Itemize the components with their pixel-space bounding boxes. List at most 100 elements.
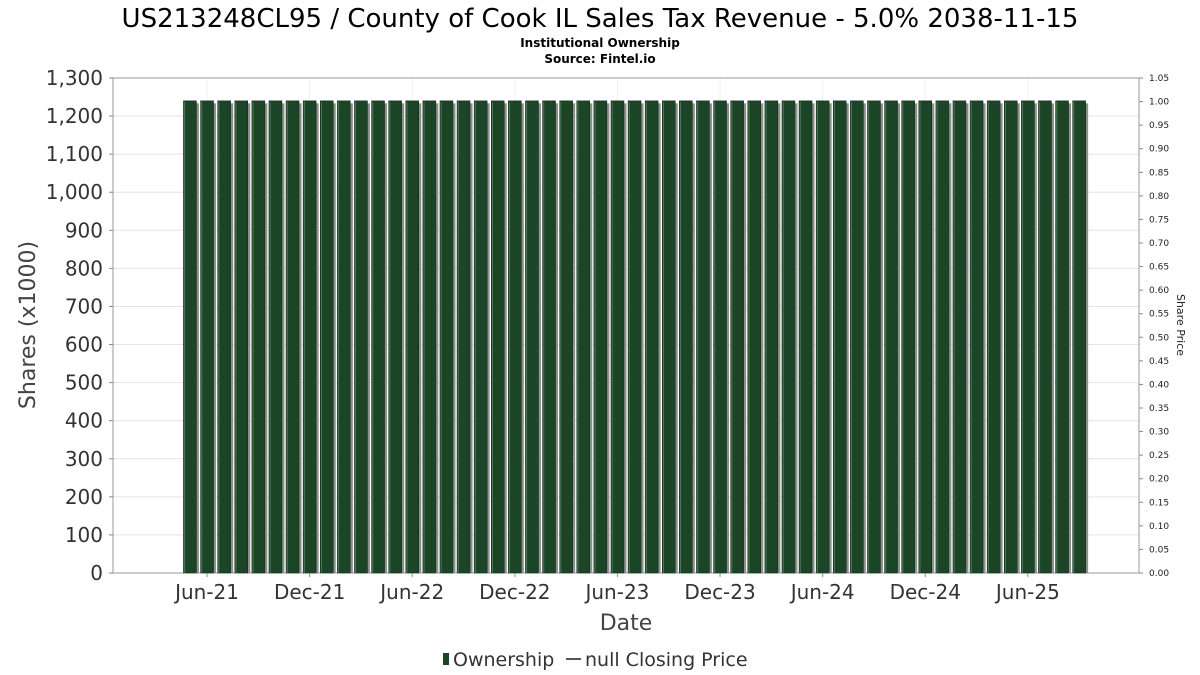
- x-axis-label: Date: [600, 611, 653, 636]
- bar-2021-11: [285, 100, 300, 574]
- bar-2021-08: [234, 100, 248, 574]
- bar-2023-03: [559, 100, 573, 574]
- y-tick-label-13: 1,300: [46, 66, 103, 90]
- y-tick-label-4: 400: [65, 409, 103, 433]
- bar-2023-05: [593, 100, 608, 574]
- y-right-tick-label-7: 0.35: [1149, 404, 1169, 414]
- bar-2024-08: [850, 100, 864, 574]
- bar-2025-02: [952, 100, 967, 574]
- bar-2023-04: [576, 100, 590, 574]
- bar-2025-06: [1021, 100, 1035, 574]
- y-tick-label-8: 800: [65, 256, 103, 280]
- y-right-tick-label-17: 0.85: [1149, 168, 1169, 178]
- bar-2022-09: [456, 100, 471, 574]
- bar-2023-02: [542, 100, 556, 574]
- bar-2022-01: [320, 100, 334, 574]
- x-tick-label-1: Dec-21: [274, 580, 345, 604]
- bar-2025-07: [1038, 100, 1052, 574]
- y-tick-label-5: 500: [65, 371, 103, 395]
- x-tick-label-2: Jun-22: [378, 580, 444, 604]
- bar-2024-01: [730, 100, 744, 574]
- legend: Ownership null Closing Price: [443, 649, 748, 671]
- bar-2024-12: [918, 100, 932, 574]
- y-tick-label-9: 900: [65, 218, 103, 242]
- chart-subtitle-line-2: Source: Fintel.io: [544, 52, 655, 66]
- y-right-tick-label-21: 1.05: [1149, 74, 1169, 84]
- x-tick-label-4: Jun-23: [583, 580, 649, 604]
- x-tick-label-0: Jun-21: [173, 580, 239, 604]
- y-right-tick-label-14: 0.70: [1149, 239, 1169, 249]
- legend-closing-price-label: null Closing Price: [585, 649, 748, 671]
- bar-2023-09: [662, 100, 676, 574]
- bar-2022-04: [371, 100, 385, 574]
- bar-2022-10: [473, 100, 488, 574]
- chart-title: US213248CL95 / County of Cook IL Sales T…: [122, 4, 1079, 34]
- bar-2023-08: [644, 100, 659, 574]
- bar-2021-06: [200, 100, 214, 574]
- y-right-tick-label-16: 0.80: [1149, 192, 1169, 202]
- bar-2025-05: [1004, 100, 1018, 574]
- bar-2023-11: [696, 100, 710, 574]
- y-tick-label-1: 100: [65, 523, 103, 547]
- y-tick-label-6: 600: [65, 333, 103, 357]
- bar-2023-01: [525, 100, 539, 574]
- y-right-tick-label-13: 0.65: [1149, 263, 1169, 273]
- bar-2022-12: [508, 100, 522, 574]
- legend-ownership-label: Ownership: [453, 649, 554, 671]
- y-tick-label-7: 700: [65, 294, 103, 318]
- bar-2022-02: [337, 100, 351, 574]
- bar-2024-05: [798, 100, 813, 574]
- y-tick-label-10: 1,000: [46, 180, 103, 204]
- y-right-tick-label-6: 0.30: [1149, 428, 1169, 438]
- y-tick-label-12: 1,200: [46, 104, 103, 128]
- bar-2022-07: [422, 100, 437, 574]
- y-right-tick-label-20: 1.00: [1149, 98, 1169, 108]
- bar-2024-07: [833, 100, 847, 574]
- bar-2023-06: [610, 100, 625, 574]
- x-tick-label-3: Dec-22: [479, 580, 550, 604]
- bar-2024-02: [747, 100, 761, 574]
- bar-2023-12: [713, 100, 727, 574]
- bar-2024-06: [815, 100, 830, 574]
- x-axis-ticks: Jun-21 Dec-21 Jun-22 Dec-22 Jun-23 Dec-23 Jun-…: [173, 573, 1060, 604]
- bar-2025-09: [1072, 100, 1086, 574]
- bar-2025-01: [935, 100, 950, 574]
- y-right-tick-label-18: 0.90: [1149, 145, 1169, 155]
- y-right-tick-label-10: 0.50: [1149, 333, 1169, 343]
- bar-2024-11: [901, 100, 915, 574]
- x-tick-label-5: Dec-23: [684, 580, 755, 604]
- bar-2025-04: [986, 100, 1001, 574]
- y-axis-label: Shares (x1000): [16, 241, 41, 409]
- y-right-tick-label-8: 0.40: [1149, 380, 1169, 390]
- y-right-tick-label-12: 0.60: [1149, 286, 1169, 296]
- bar-2025-03: [969, 100, 984, 574]
- bar-2021-09: [251, 100, 266, 574]
- y-tick-label-0: 0: [90, 561, 103, 585]
- bar-2021-07: [217, 100, 231, 574]
- y-right-tick-label-11: 0.55: [1149, 310, 1169, 320]
- y-tick-label-3: 300: [65, 447, 103, 471]
- y-right-tick-label-4: 0.20: [1149, 475, 1169, 485]
- ownership-bars: [183, 100, 1089, 574]
- bar-2022-03: [354, 100, 368, 574]
- bar-2024-10: [884, 100, 898, 574]
- bar-2022-05: [388, 100, 402, 574]
- bar-2022-11: [491, 100, 505, 574]
- bar-2023-07: [627, 100, 642, 574]
- y-right-tick-label-0: 0.00: [1149, 569, 1169, 579]
- y-right-tick-label-1: 0.05: [1149, 545, 1169, 555]
- bar-2024-03: [764, 100, 779, 574]
- legend-ownership-swatch: [443, 653, 449, 665]
- y-tick-label-11: 1,100: [46, 142, 103, 166]
- y-tick-label-2: 200: [65, 485, 103, 509]
- y-axis-left-ticks: 0 100 200 300 400 500 600 700 800 900 1,000 1,100 1,…: [46, 66, 113, 585]
- y-right-tick-label-19: 0.95: [1149, 121, 1169, 131]
- y-axis-right-label: Share Price: [1174, 294, 1187, 356]
- bar-2022-06: [405, 100, 419, 574]
- y-right-tick-label-15: 0.75: [1149, 215, 1169, 225]
- bar-2021-12: [302, 100, 317, 574]
- bar-2022-08: [439, 100, 454, 574]
- bar-2021-10: [268, 100, 283, 574]
- y-axis-right-ticks: 0.00 0.05 0.10 0.15 0.20 0.25 0.30 0.35 0.40 0.45…: [1139, 74, 1169, 579]
